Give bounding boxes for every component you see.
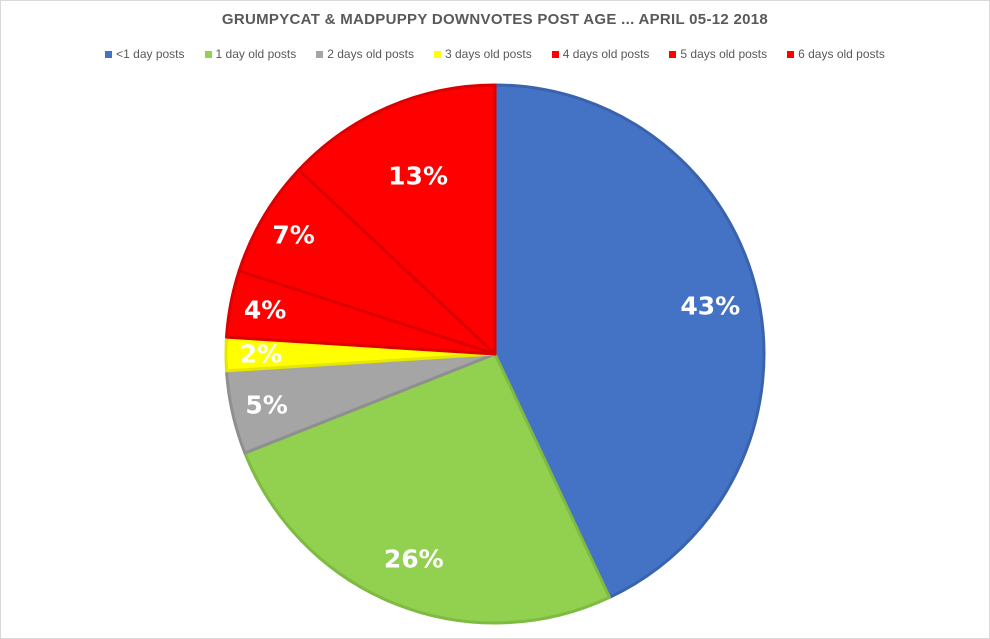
legend-swatch [551, 50, 559, 58]
legend-swatch [433, 50, 441, 58]
legend-item: 3 days old posts [433, 47, 532, 61]
slice-label: 4% [244, 296, 286, 325]
legend: <1 day posts 1 day old posts 2 days old po… [1, 47, 989, 61]
pie-slice [243, 352, 612, 625]
legend-item: <1 day posts [105, 47, 185, 61]
pie-slice [493, 83, 766, 599]
legend-swatch [787, 50, 795, 58]
legend-item: 1 day old posts [204, 47, 297, 61]
legend-item: 2 days old posts [316, 47, 414, 61]
slice-label: 5% [245, 391, 287, 420]
slice-label: 2% [240, 340, 282, 369]
legend-label: 3 days old posts [444, 47, 532, 61]
legend-swatch [204, 50, 212, 58]
legend-label: 2 days old posts [327, 47, 414, 61]
chart-title: GRUMPYCAT & MADPUPPY DOWNVOTES POST AGE … [221, 11, 769, 28]
legend-label: 1 day old posts [215, 47, 297, 61]
slice-label: 43% [680, 291, 740, 320]
legend-swatch [669, 50, 677, 58]
pie-slice [237, 168, 497, 356]
legend-item: 6 days old posts [787, 47, 885, 61]
slice-label: 7% [272, 220, 314, 249]
legend-item: 4 days old posts [551, 47, 650, 61]
legend-swatch [105, 50, 113, 58]
legend-item: 5 days old posts [669, 47, 767, 61]
slice-label: 26% [384, 545, 444, 574]
pie-slice [297, 83, 497, 356]
slice-label: 13% [388, 162, 448, 191]
legend-label: 5 days old posts [680, 47, 768, 61]
legend-label: 4 days old posts [562, 47, 650, 61]
legend-label: <1 day posts [116, 47, 185, 61]
legend-swatch [316, 50, 324, 58]
legend-label: 6 days old posts [798, 47, 885, 61]
